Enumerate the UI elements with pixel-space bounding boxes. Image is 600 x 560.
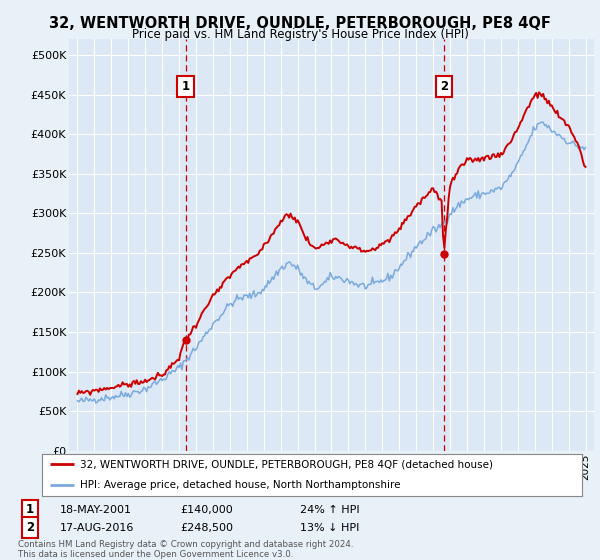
Text: 32, WENTWORTH DRIVE, OUNDLE, PETERBOROUGH, PE8 4QF: 32, WENTWORTH DRIVE, OUNDLE, PETERBOROUG… bbox=[49, 16, 551, 31]
Text: 13% ↓ HPI: 13% ↓ HPI bbox=[300, 522, 359, 533]
Text: 18-MAY-2001: 18-MAY-2001 bbox=[60, 505, 132, 515]
Text: 32, WENTWORTH DRIVE, OUNDLE, PETERBOROUGH, PE8 4QF (detached house): 32, WENTWORTH DRIVE, OUNDLE, PETERBOROUG… bbox=[80, 459, 493, 469]
Text: 2: 2 bbox=[26, 521, 34, 534]
Text: 1: 1 bbox=[181, 80, 190, 93]
Text: 17-AUG-2016: 17-AUG-2016 bbox=[60, 522, 134, 533]
Text: HPI: Average price, detached house, North Northamptonshire: HPI: Average price, detached house, Nort… bbox=[80, 480, 400, 490]
Text: £140,000: £140,000 bbox=[180, 505, 233, 515]
Text: Price paid vs. HM Land Registry's House Price Index (HPI): Price paid vs. HM Land Registry's House … bbox=[131, 28, 469, 41]
Text: 2: 2 bbox=[440, 80, 448, 93]
Text: 1: 1 bbox=[26, 503, 34, 516]
Text: £248,500: £248,500 bbox=[180, 522, 233, 533]
Text: 24% ↑ HPI: 24% ↑ HPI bbox=[300, 505, 359, 515]
Text: Contains HM Land Registry data © Crown copyright and database right 2024.: Contains HM Land Registry data © Crown c… bbox=[18, 540, 353, 549]
Text: This data is licensed under the Open Government Licence v3.0.: This data is licensed under the Open Gov… bbox=[18, 550, 293, 559]
